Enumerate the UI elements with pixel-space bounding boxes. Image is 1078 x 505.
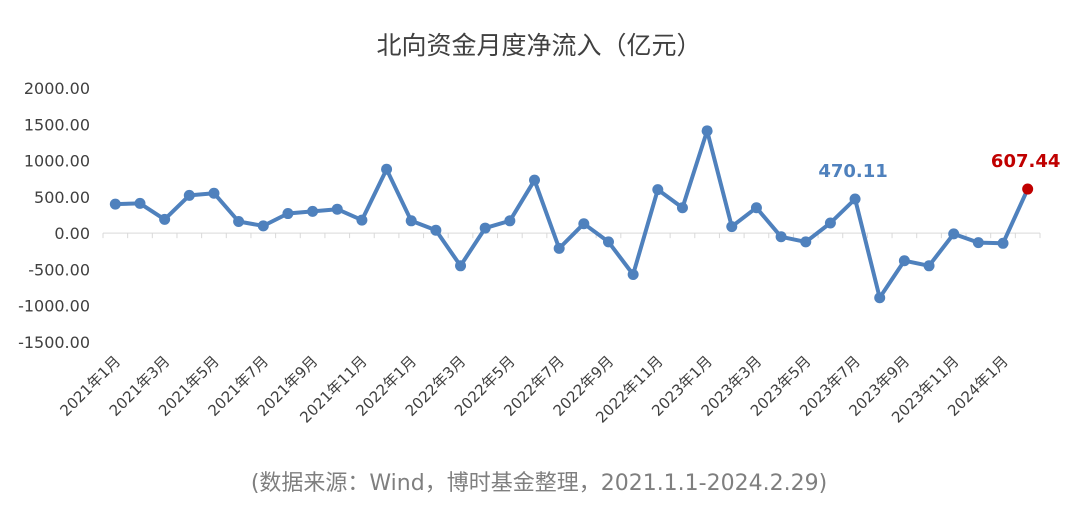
y-tick-label: 1000.00 <box>24 152 90 171</box>
data-point <box>849 193 861 205</box>
y-tick-label: -1500.00 <box>18 333 90 352</box>
y-tick-label: 1500.00 <box>24 115 90 134</box>
data-point <box>208 187 220 199</box>
data-point <box>356 214 368 226</box>
data-point <box>109 198 121 210</box>
data-point <box>997 237 1009 249</box>
data-point <box>257 220 269 232</box>
data-point <box>381 163 393 175</box>
data-source-note: (数据来源：Wind，博时基金整理，2021.1.1-2024.2.29) <box>250 471 828 496</box>
data-point <box>282 208 294 220</box>
data-point <box>874 292 886 304</box>
data-point <box>676 202 688 214</box>
data-point <box>504 215 516 227</box>
data-point <box>405 215 417 227</box>
data-point <box>602 236 614 248</box>
y-tick-label: -500.00 <box>28 260 90 279</box>
y-tick-label: -1000.00 <box>18 297 90 316</box>
data-point <box>430 224 442 236</box>
data-point <box>923 260 935 272</box>
data-point <box>529 174 541 186</box>
data-point <box>627 269 639 281</box>
data-label: 470.11 <box>818 161 887 182</box>
data-point <box>578 218 590 230</box>
data-point <box>307 205 319 217</box>
data-point <box>455 260 467 272</box>
data-point <box>726 221 738 233</box>
data-point <box>750 202 762 214</box>
chart-title: 北向资金月度净流入（亿元） <box>376 31 702 60</box>
data-label: 607.44 <box>991 151 1060 172</box>
data-point <box>183 189 195 201</box>
data-point <box>479 222 491 234</box>
data-point <box>824 217 836 229</box>
data-point <box>800 236 812 248</box>
data-point <box>972 237 984 249</box>
data-point <box>331 203 343 215</box>
data-point <box>948 228 960 240</box>
data-point <box>701 125 713 137</box>
data-point <box>652 184 664 196</box>
data-point <box>134 197 146 209</box>
y-tick-label: 2000.00 <box>24 79 90 98</box>
data-point <box>775 231 787 243</box>
series-line <box>115 128 1030 300</box>
data-point <box>898 255 910 267</box>
y-tick-label: 0.00 <box>54 224 90 243</box>
data-point <box>553 242 565 254</box>
y-tick-label: 500.00 <box>34 188 90 207</box>
data-point <box>233 216 245 228</box>
data-point <box>159 213 171 225</box>
data-point <box>1022 183 1034 195</box>
